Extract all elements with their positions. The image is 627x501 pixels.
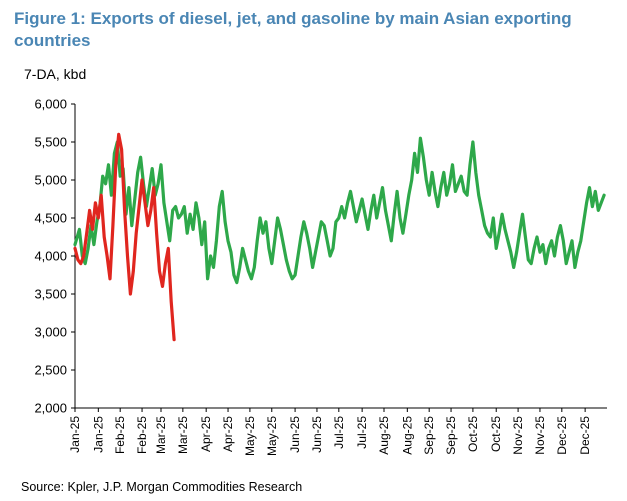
x-tick-label: Sep-25	[444, 416, 458, 455]
x-tick-label: Mar-25	[154, 416, 168, 454]
chart-area: 2,000 2,500 3,000 3,500 4,000 4,500 5,000 5,500…	[34, 97, 607, 456]
x-tick-label: Jan-25	[91, 416, 105, 453]
x-tick-label: Jul-25	[355, 416, 369, 449]
x-tick-label: Dec-25	[578, 416, 592, 455]
x-tick-label: Sep-25	[422, 416, 436, 455]
x-tick-label: Jan-25	[68, 416, 82, 453]
source-note: Source: Kpler, J.P. Morgan Commodities R…	[21, 480, 303, 494]
series-line-2026-ytd	[73, 132, 176, 342]
x-tick-label: Jun-25	[288, 416, 302, 453]
y-tick-label: 5,000	[34, 173, 67, 188]
x-tick-label: Jul-25	[332, 416, 346, 449]
x-tick-label: Aug-25	[400, 416, 414, 455]
x-tick-label: Oct-25	[489, 416, 503, 452]
y-tick-label: 5,500	[34, 135, 67, 150]
x-tick-label: Dec-25	[555, 416, 569, 455]
x-tick-label: Jun-25	[310, 416, 324, 453]
y-tick-label: 2,000	[34, 401, 67, 416]
chart-title: Figure 1: Exports of diesel, jet, and ga…	[14, 9, 572, 50]
y-tick-label: 2,500	[34, 363, 67, 378]
y-tick-label: 4,500	[34, 211, 67, 226]
x-tick-label: Aug-25	[377, 416, 391, 455]
y-tick-label: 3,000	[34, 325, 67, 340]
x-tick-label: May-25	[265, 416, 279, 456]
x-tick-label: Apr-25	[199, 416, 213, 452]
x-tick-label: Apr-25	[221, 416, 235, 452]
y-tick-label: 6,000	[34, 97, 67, 112]
x-tick-label: Mar-25	[176, 416, 190, 454]
x-tick-label: May-25	[243, 416, 257, 456]
x-tick-label: Feb-25	[113, 416, 127, 454]
x-tick-label: Nov-25	[511, 416, 525, 455]
y-tick-label: 4,000	[34, 249, 67, 264]
line-chart: 2,000 2,500 3,000 3,500 4,000 4,500 5,000 5,500…	[34, 97, 607, 456]
y-tick-label: 3,500	[34, 287, 67, 302]
x-tick-label: Nov-25	[533, 416, 547, 455]
series-line-2025	[73, 136, 606, 285]
y-axis-units-label: 7-DA, kbd	[24, 66, 87, 82]
x-tick-label: Feb-25	[135, 416, 149, 454]
x-tick-label: Oct-25	[466, 416, 480, 452]
